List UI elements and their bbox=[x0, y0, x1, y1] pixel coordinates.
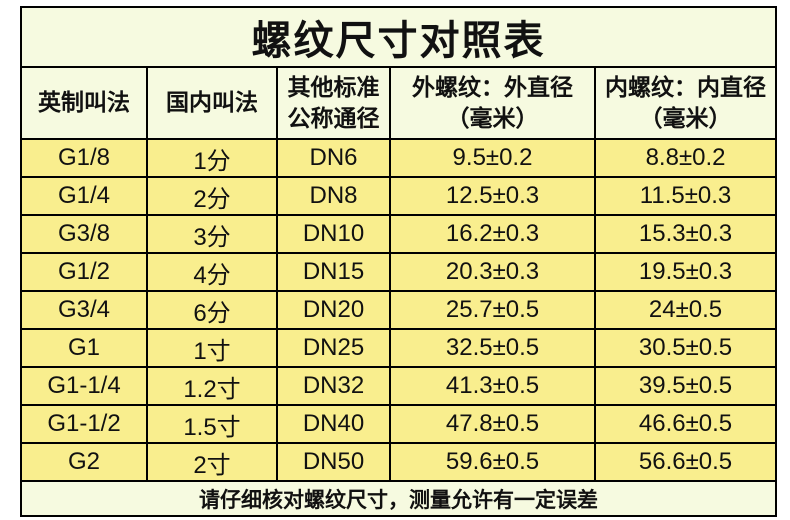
cell-external-od: 20.3±0.3 bbox=[389, 252, 596, 292]
thread-size-table: 螺纹尺寸对照表 英制叫法 国内叫法 其他标准 公称通径 外螺纹：外直径 （毫米）… bbox=[19, 6, 778, 517]
table-title: 螺纹尺寸对照表 bbox=[19, 6, 778, 68]
column-header-nominal-diameter: 其他标准 公称通径 bbox=[276, 66, 391, 140]
table-row: G1-1/4 1.2寸 DN32 41.3±0.5 39.5±0.5 bbox=[20, 366, 778, 406]
cell-internal-id: 30.5±0.5 bbox=[593, 328, 778, 368]
cell-nominal-diameter: DN10 bbox=[276, 214, 391, 254]
cell-internal-id: 56.6±0.5 bbox=[593, 442, 778, 482]
header-row: 英制叫法 国内叫法 其他标准 公称通径 外螺纹：外直径 （毫米） 内螺纹：内直径… bbox=[20, 66, 778, 140]
cell-external-od: 59.6±0.5 bbox=[389, 442, 596, 482]
table-row: G1/2 4分 DN15 20.3±0.3 19.5±0.3 bbox=[20, 252, 778, 292]
table-row: G2 2寸 DN50 59.6±0.5 56.6±0.5 bbox=[20, 442, 778, 482]
cell-nominal-diameter: DN32 bbox=[276, 366, 391, 406]
cell-domestic-name: 2寸 bbox=[146, 442, 278, 482]
cell-imperial-name: G1/8 bbox=[20, 138, 148, 178]
cell-external-od: 9.5±0.2 bbox=[389, 138, 596, 178]
cell-domestic-name: 1分 bbox=[146, 138, 278, 178]
cell-imperial-name: G1-1/4 bbox=[20, 366, 148, 406]
column-header-external-thread-od: 外螺纹：外直径 （毫米） bbox=[389, 66, 596, 140]
column-header-imperial-name: 英制叫法 bbox=[20, 66, 148, 140]
table-row: G1-1/2 1.5寸 DN40 47.8±0.5 46.6±0.5 bbox=[20, 404, 778, 444]
table-row: G1/4 2分 DN8 12.5±0.3 11.5±0.3 bbox=[20, 176, 778, 216]
cell-external-od: 16.2±0.3 bbox=[389, 214, 596, 254]
table-row: G1 1寸 DN25 32.5±0.5 30.5±0.5 bbox=[20, 328, 778, 368]
footer-row: 请仔细核对螺纹尺寸，测量允许有一定误差 bbox=[19, 480, 778, 517]
cell-imperial-name: G3/8 bbox=[20, 214, 148, 254]
cell-domestic-name: 1.2寸 bbox=[146, 366, 278, 406]
cell-imperial-name: G1 bbox=[20, 328, 148, 368]
cell-internal-id: 24±0.5 bbox=[593, 290, 778, 330]
table-row: G1/8 1分 DN6 9.5±0.2 8.8±0.2 bbox=[20, 138, 778, 178]
cell-nominal-diameter: DN20 bbox=[276, 290, 391, 330]
cell-nominal-diameter: DN8 bbox=[276, 176, 391, 216]
cell-external-od: 12.5±0.3 bbox=[389, 176, 596, 216]
cell-domestic-name: 1寸 bbox=[146, 328, 278, 368]
cell-nominal-diameter: DN40 bbox=[276, 404, 391, 444]
cell-nominal-diameter: DN25 bbox=[276, 328, 391, 368]
cell-nominal-diameter: DN15 bbox=[276, 252, 391, 292]
table-footer-note: 请仔细核对螺纹尺寸，测量允许有一定误差 bbox=[19, 480, 778, 517]
cell-imperial-name: G1/2 bbox=[20, 252, 148, 292]
cell-imperial-name: G1-1/2 bbox=[20, 404, 148, 444]
cell-imperial-name: G3/4 bbox=[20, 290, 148, 330]
cell-external-od: 41.3±0.5 bbox=[389, 366, 596, 406]
cell-internal-id: 46.6±0.5 bbox=[593, 404, 778, 444]
cell-nominal-diameter: DN50 bbox=[276, 442, 391, 482]
cell-domestic-name: 3分 bbox=[146, 214, 278, 254]
column-header-domestic-name: 国内叫法 bbox=[146, 66, 278, 140]
cell-domestic-name: 6分 bbox=[146, 290, 278, 330]
cell-domestic-name: 4分 bbox=[146, 252, 278, 292]
cell-internal-id: 11.5±0.3 bbox=[593, 176, 778, 216]
cell-internal-id: 15.3±0.3 bbox=[593, 214, 778, 254]
column-header-internal-thread-id: 内螺纹：内直径 （毫米） bbox=[593, 66, 778, 140]
title-row: 螺纹尺寸对照表 bbox=[19, 6, 778, 68]
table-row: G3/8 3分 DN10 16.2±0.3 15.3±0.3 bbox=[20, 214, 778, 254]
table-row: G3/4 6分 DN20 25.7±0.5 24±0.5 bbox=[20, 290, 778, 330]
cell-domestic-name: 2分 bbox=[146, 176, 278, 216]
cell-external-od: 47.8±0.5 bbox=[389, 404, 596, 444]
cell-imperial-name: G2 bbox=[20, 442, 148, 482]
cell-internal-id: 39.5±0.5 bbox=[593, 366, 778, 406]
cell-internal-id: 19.5±0.3 bbox=[593, 252, 778, 292]
cell-domestic-name: 1.5寸 bbox=[146, 404, 278, 444]
cell-internal-id: 8.8±0.2 bbox=[593, 138, 778, 178]
cell-imperial-name: G1/4 bbox=[20, 176, 148, 216]
cell-external-od: 25.7±0.5 bbox=[389, 290, 596, 330]
cell-external-od: 32.5±0.5 bbox=[389, 328, 596, 368]
cell-nominal-diameter: DN6 bbox=[276, 138, 391, 178]
